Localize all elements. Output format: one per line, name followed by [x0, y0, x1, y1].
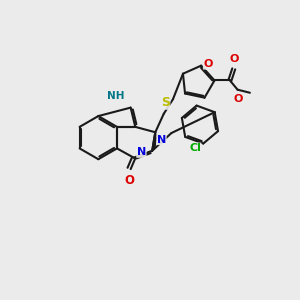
Text: Cl: Cl: [189, 143, 201, 153]
Text: S: S: [161, 96, 170, 109]
Text: O: O: [229, 54, 238, 64]
Text: NH: NH: [107, 91, 124, 101]
Text: O: O: [234, 94, 243, 103]
Text: O: O: [203, 59, 213, 69]
Text: N: N: [157, 135, 166, 145]
Text: N: N: [137, 147, 146, 157]
Text: O: O: [124, 174, 134, 187]
